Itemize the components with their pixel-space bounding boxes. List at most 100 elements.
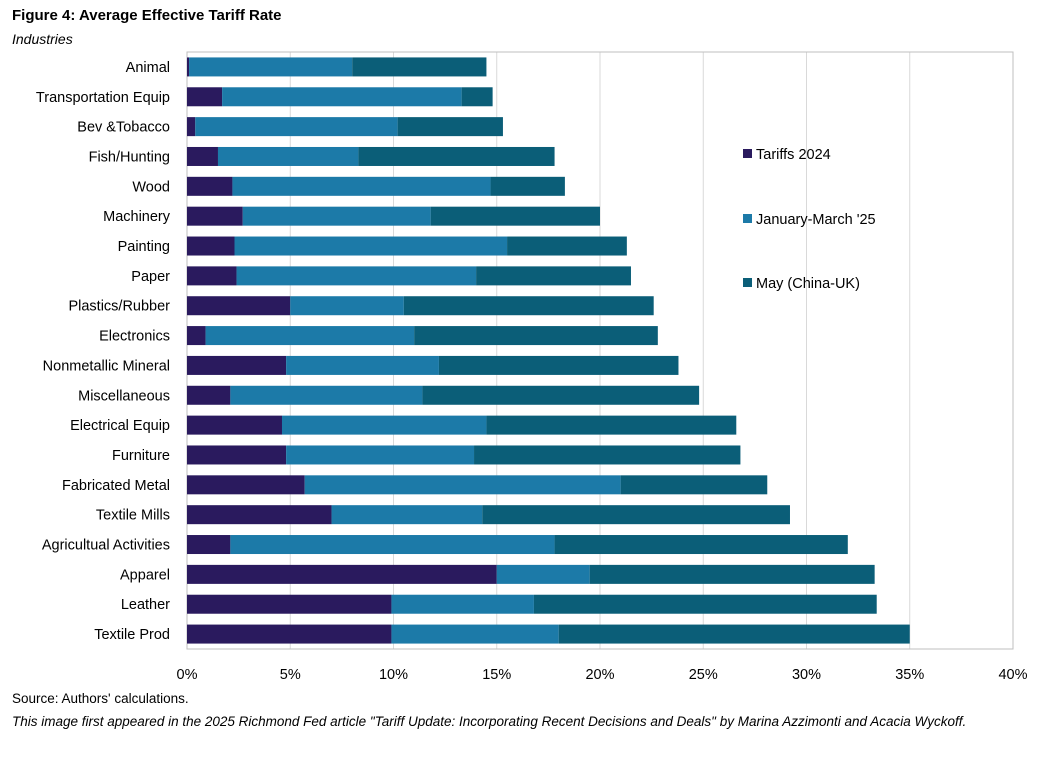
category-label: Miscellaneous bbox=[78, 388, 170, 404]
bar-segment bbox=[474, 445, 741, 465]
x-tick-label: 35% bbox=[895, 667, 924, 683]
bar-segment bbox=[414, 326, 658, 346]
x-tick-label: 0% bbox=[177, 667, 198, 683]
bar-segment bbox=[620, 475, 768, 495]
category-label: Agricultual Activities bbox=[42, 538, 170, 554]
bar-segment bbox=[352, 57, 487, 77]
bar-segment bbox=[187, 385, 231, 405]
bar-segment bbox=[391, 624, 559, 644]
legend-label: January-March '25 bbox=[756, 212, 876, 228]
bar-segment bbox=[304, 475, 621, 495]
x-tick-label: 30% bbox=[792, 667, 821, 683]
bar-segment bbox=[242, 206, 431, 226]
bar-segment bbox=[486, 415, 737, 435]
legend-swatch bbox=[743, 214, 752, 223]
bar-segment bbox=[236, 266, 477, 286]
bar-segment bbox=[507, 236, 627, 256]
legend-label: Tariffs 2024 bbox=[756, 147, 831, 163]
chart-subtitle: Industries bbox=[12, 31, 73, 47]
bar-segment bbox=[331, 505, 483, 525]
bar-segment bbox=[397, 117, 503, 137]
bar-segment bbox=[187, 594, 392, 614]
category-label: Textile Mills bbox=[96, 508, 170, 524]
bar-segment bbox=[195, 117, 398, 137]
bar-segment bbox=[422, 385, 700, 405]
bar-segment bbox=[187, 87, 223, 107]
x-tick-label: 10% bbox=[379, 667, 408, 683]
category-label: Animal bbox=[126, 60, 170, 76]
category-label: Nonmetallic Mineral bbox=[43, 358, 170, 374]
category-label: Wood bbox=[132, 179, 170, 195]
category-label: Painting bbox=[118, 239, 170, 255]
bar-segment bbox=[482, 505, 790, 525]
bar-segment bbox=[430, 206, 600, 226]
chart-title: Figure 4: Average Effective Tariff Rate bbox=[12, 7, 282, 24]
plot-area-frame bbox=[186, 51, 1014, 650]
bar-segment bbox=[187, 57, 190, 77]
category-label: Electronics bbox=[99, 329, 170, 345]
bar-segment bbox=[230, 385, 423, 405]
bar-segment bbox=[286, 445, 475, 465]
bar-segment bbox=[187, 445, 287, 465]
bar-segment bbox=[490, 176, 565, 196]
category-label: Apparel bbox=[120, 567, 170, 583]
x-tick-label: 25% bbox=[689, 667, 718, 683]
bar-segment bbox=[187, 535, 231, 555]
category-label: Bev &Tobacco bbox=[77, 120, 170, 136]
bar-segment bbox=[187, 624, 392, 644]
bar-segment bbox=[496, 564, 590, 584]
bar-segment bbox=[286, 355, 439, 375]
bar-segment bbox=[232, 176, 491, 196]
category-label: Textile Prod bbox=[94, 627, 170, 643]
bar-segment bbox=[589, 564, 875, 584]
bar-segment bbox=[187, 505, 332, 525]
category-label: Machinery bbox=[103, 209, 171, 225]
bar-segment bbox=[554, 535, 848, 555]
bar-segment bbox=[187, 355, 287, 375]
category-label: Leather bbox=[121, 597, 170, 613]
bar-segment bbox=[187, 176, 233, 196]
bar-segment bbox=[290, 296, 404, 316]
credit-note: This image first appeared in the 2025 Ri… bbox=[12, 714, 967, 729]
source-note: Source: Authors' calculations. bbox=[12, 691, 189, 706]
bar-segment bbox=[391, 594, 534, 614]
bar-segment bbox=[187, 475, 305, 495]
bar-segment bbox=[438, 355, 679, 375]
legend-label: May (China-UK) bbox=[756, 276, 860, 292]
bar-segment bbox=[476, 266, 631, 286]
bar-segment bbox=[403, 296, 654, 316]
bar-segment bbox=[533, 594, 877, 614]
bar-segment bbox=[187, 326, 206, 346]
bar-segment bbox=[189, 57, 353, 77]
bar-segment bbox=[187, 206, 243, 226]
bar-segment bbox=[222, 87, 462, 107]
bar-segment bbox=[187, 117, 196, 137]
bar-segment bbox=[230, 535, 555, 555]
category-label: Paper bbox=[131, 269, 170, 285]
bar-segment bbox=[461, 87, 493, 107]
category-label: Electrical Equip bbox=[70, 418, 170, 434]
legend-swatch bbox=[743, 149, 752, 158]
x-tick-label: 40% bbox=[998, 667, 1027, 683]
bar-segment bbox=[217, 146, 359, 166]
bar-segment bbox=[187, 146, 218, 166]
bar-segment bbox=[358, 146, 555, 166]
category-label: Furniture bbox=[112, 448, 170, 464]
category-label: Transportation Equip bbox=[36, 90, 170, 106]
bar-segment bbox=[234, 236, 508, 256]
bar-segment bbox=[187, 266, 237, 286]
bar-segment bbox=[558, 624, 910, 644]
bar-segment bbox=[187, 564, 497, 584]
x-tick-label: 15% bbox=[482, 667, 511, 683]
x-tick-label: 20% bbox=[585, 667, 614, 683]
category-label: Plastics/Rubber bbox=[68, 299, 170, 315]
category-label: Fabricated Metal bbox=[62, 478, 170, 494]
bar-segment bbox=[187, 415, 282, 435]
x-tick-label: 5% bbox=[280, 667, 301, 683]
legend-swatch bbox=[743, 278, 752, 287]
bar-segment bbox=[187, 236, 235, 256]
bar-segment bbox=[187, 296, 291, 316]
bar-segment bbox=[281, 415, 487, 435]
bar-segment bbox=[205, 326, 415, 346]
